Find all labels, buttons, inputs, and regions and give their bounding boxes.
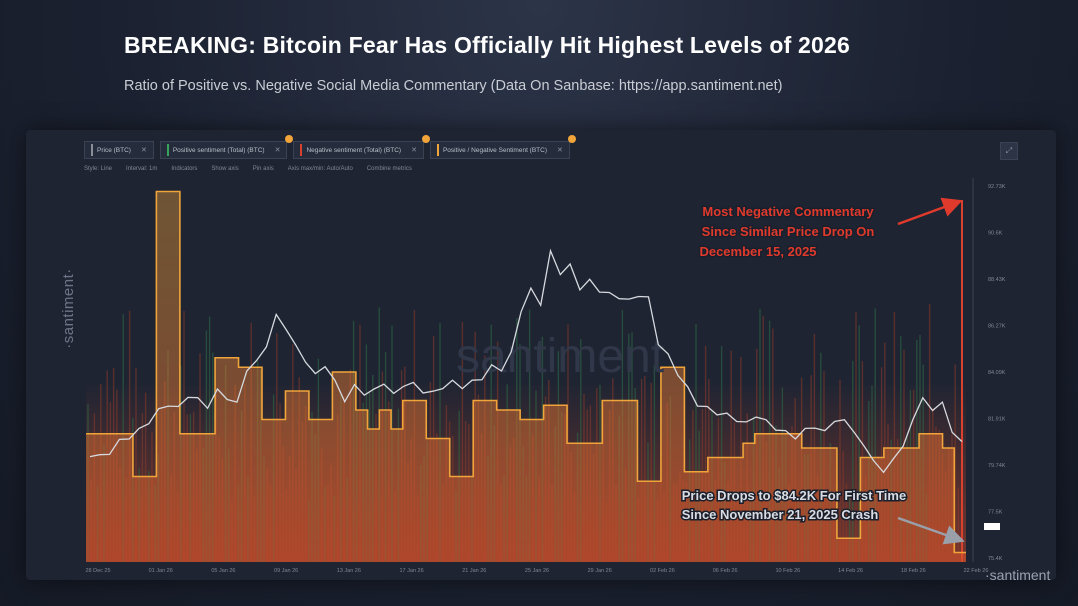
x-tick-label: 21 Jan 26 — [462, 568, 486, 574]
close-icon[interactable]: ✕ — [411, 147, 417, 154]
y-tick-label: 92.73K — [988, 184, 1006, 190]
annotation-bottom-line: Since November 21, 2025 Crash — [682, 507, 879, 522]
x-tick-label: 29 Jan 26 — [588, 568, 612, 574]
metric-chip-label: Positive / Negative Sentiment (BTC) — [442, 146, 548, 154]
side-watermark: ·santiment· — [59, 268, 77, 349]
metric-swatch — [91, 144, 93, 156]
x-tick-label: 05 Jan 26 — [211, 568, 235, 574]
metric-chip-bar: Price (BTC) ✕ Positive sentiment (Total)… — [84, 135, 576, 159]
alert-dot-icon — [285, 135, 294, 143]
toolbar-show-axis[interactable]: Show axis — [211, 166, 239, 172]
annotation-bottom-arrow — [897, 516, 965, 545]
center-watermark: santiment — [456, 330, 664, 383]
y-tick-label: 84.09K — [988, 370, 1006, 376]
x-tick-label: 14 Feb 26 — [838, 568, 863, 574]
y-tick-label: 77.5K — [988, 510, 1003, 516]
annotation-top-line: Since Similar Price Drop On — [702, 224, 875, 239]
toolbar-style[interactable]: Style: Line — [84, 166, 113, 172]
y-tick-label: 90.6K — [988, 231, 1003, 237]
expand-icon[interactable]: ⤢ — [1000, 142, 1018, 160]
chart-toolbar: Style: Line Interval: 1m Indicators Show… — [84, 166, 412, 172]
close-icon[interactable]: ✕ — [557, 147, 563, 154]
alert-dot-icon — [421, 135, 430, 143]
x-tick-label: 25 Jan 26 — [525, 568, 549, 574]
price-line — [89, 248, 963, 474]
metric-chip-label: Positive sentiment (Total) (BTC) — [172, 146, 265, 154]
toolbar-axis-maxmin[interactable]: Axis max/min: Auto/Auto — [287, 166, 353, 172]
metric-swatch — [300, 144, 303, 156]
corner-watermark: ·santiment — [985, 567, 1051, 583]
y-tick-label: 88.43K — [988, 277, 1006, 283]
ratio-line — [86, 190, 966, 554]
subheadline: Ratio of Positive vs. Negative Social Me… — [124, 78, 783, 94]
metric-chip-positive-sentiment[interactable]: Positive sentiment (Total) (BTC) ✕ — [159, 135, 294, 159]
metric-chip-price[interactable]: Price (BTC) ✕ — [84, 141, 154, 159]
x-tick-label: 06 Feb 26 — [713, 568, 738, 574]
toolbar-indicators[interactable]: Indicators — [171, 166, 198, 172]
metric-chip-ratio[interactable]: Positive / Negative Sentiment (BTC) ✕ — [429, 135, 576, 159]
toolbar-pin-axis[interactable]: Pin axis — [252, 166, 274, 172]
x-tick-label: 10 Feb 26 — [775, 568, 800, 574]
annotation-top-line: Most Negative Commentary — [702, 204, 874, 219]
x-tick-label: 18 Feb 26 — [901, 568, 926, 574]
x-tick-label: 28 Dec 25 — [85, 568, 110, 574]
x-tick-label: 02 Feb 26 — [650, 568, 675, 574]
toolbar-interval[interactable]: Interval: 1m — [126, 166, 158, 172]
y-tick-label: 75.4K — [988, 556, 1003, 562]
metric-swatch — [166, 144, 169, 156]
headline: BREAKING: Bitcoin Fear Has Officially Hi… — [124, 32, 850, 58]
x-tick-label: 01 Jan 26 — [149, 568, 173, 574]
y-tick-label: 86.27K — [988, 324, 1006, 330]
close-icon[interactable]: ✕ — [140, 147, 147, 154]
x-tick-label: 17 Jan 26 — [399, 568, 423, 574]
x-tick-label: 22 Feb 26 — [964, 568, 989, 574]
annotation-top-line: December 15, 2025 — [699, 244, 816, 259]
y-tick-label: 79.74K — [988, 463, 1006, 469]
x-tick-label: 09 Jan 26 — [274, 568, 298, 574]
x-tick-label: 13 Jan 26 — [337, 568, 361, 574]
annotation-top: Most Negative Commentary Since Similar P… — [698, 203, 876, 261]
metric-swatch — [436, 144, 439, 156]
y-axis: 92.73K 90.6K 88.43K 86.27K 84.09K 81.91K 79.74… — [988, 184, 1006, 562]
ratio-area — [86, 191, 966, 562]
metric-chip-label: Negative sentiment (Total) (BTC) — [306, 146, 402, 154]
annotation-top-arrow — [897, 197, 963, 226]
x-axis: 28 Dec 25 01 Jan 26 05 Jan 26 09 Jan 26 13 J… — [85, 568, 988, 574]
close-icon[interactable]: ✕ — [274, 147, 281, 154]
metric-chip-negative-sentiment[interactable]: Negative sentiment (Total) (BTC) ✕ — [293, 135, 430, 159]
y-tick-label: 81.91K — [988, 417, 1006, 423]
metric-chip-label: Price (BTC) — [97, 146, 131, 154]
alert-dot-icon — [567, 135, 576, 143]
current-price-marker — [984, 523, 1000, 530]
toolbar-combine[interactable]: Combine metrics — [366, 166, 412, 172]
annotation-bottom: Price Drops to $84.2K For First Time Sin… — [680, 487, 908, 524]
annotation-bottom-line: Price Drops to $84.2K For First Time — [682, 488, 906, 503]
